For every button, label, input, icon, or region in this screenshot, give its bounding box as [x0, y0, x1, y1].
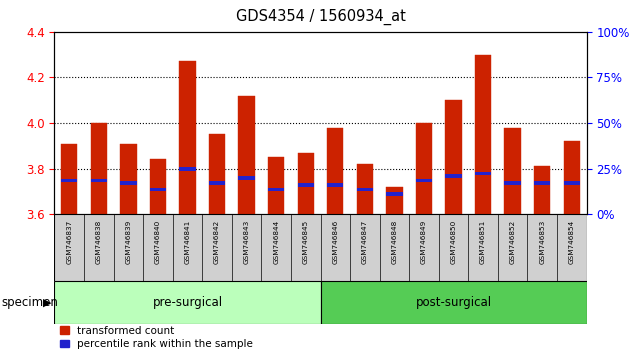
Text: GSM746853: GSM746853 — [539, 219, 545, 264]
Bar — [209, 135, 225, 214]
Text: GSM746851: GSM746851 — [480, 219, 486, 264]
Text: GSM746840: GSM746840 — [155, 219, 161, 264]
Bar — [90, 179, 107, 182]
Text: GSM746839: GSM746839 — [126, 219, 131, 264]
Text: post-surgical: post-surgical — [415, 296, 492, 309]
Text: GSM746846: GSM746846 — [332, 219, 338, 264]
Text: pre-surgical: pre-surgical — [153, 296, 222, 309]
Text: GSM746847: GSM746847 — [362, 219, 368, 264]
Bar — [121, 181, 137, 184]
Bar — [387, 187, 403, 214]
Bar — [445, 100, 462, 214]
Bar — [61, 179, 78, 182]
Bar — [387, 192, 403, 196]
Bar — [179, 62, 196, 214]
Text: GSM746838: GSM746838 — [96, 219, 102, 264]
Bar — [563, 181, 580, 184]
Bar — [327, 127, 344, 214]
Bar — [209, 181, 225, 184]
Bar — [534, 166, 551, 214]
Bar — [475, 172, 491, 176]
Bar — [297, 183, 314, 187]
Bar — [268, 157, 285, 214]
Bar — [150, 188, 166, 192]
Bar — [356, 164, 373, 214]
Bar — [445, 174, 462, 178]
Text: GSM746844: GSM746844 — [273, 219, 279, 264]
Text: GSM746849: GSM746849 — [421, 219, 427, 264]
Text: GSM746854: GSM746854 — [569, 219, 575, 264]
Bar — [238, 96, 254, 214]
Bar — [121, 143, 137, 214]
Bar — [416, 123, 432, 214]
Bar — [320, 281, 587, 324]
Text: GSM746845: GSM746845 — [303, 219, 309, 264]
Bar — [504, 127, 520, 214]
Bar — [238, 176, 254, 180]
Text: GDS4354 / 1560934_at: GDS4354 / 1560934_at — [235, 9, 406, 25]
Text: specimen: specimen — [1, 296, 58, 309]
Text: GSM746850: GSM746850 — [451, 219, 456, 264]
Bar — [534, 181, 551, 184]
Bar — [179, 167, 196, 171]
Text: GSM746842: GSM746842 — [214, 219, 220, 264]
Bar — [475, 55, 491, 214]
Text: GSM746843: GSM746843 — [244, 219, 249, 264]
Bar — [90, 123, 107, 214]
Bar — [150, 160, 166, 214]
Bar — [327, 183, 344, 187]
Text: GSM746837: GSM746837 — [66, 219, 72, 264]
Bar — [504, 181, 520, 184]
Bar — [563, 141, 580, 214]
Legend: transformed count, percentile rank within the sample: transformed count, percentile rank withi… — [60, 326, 253, 349]
Text: GSM746841: GSM746841 — [185, 219, 190, 264]
Bar — [54, 281, 320, 324]
Bar — [268, 188, 285, 192]
Bar — [61, 143, 78, 214]
Text: GSM746852: GSM746852 — [510, 219, 515, 264]
Bar — [297, 153, 314, 214]
Bar — [416, 179, 432, 182]
Text: GSM746848: GSM746848 — [392, 219, 397, 264]
Bar — [356, 188, 373, 192]
Text: ▶: ▶ — [43, 298, 51, 308]
